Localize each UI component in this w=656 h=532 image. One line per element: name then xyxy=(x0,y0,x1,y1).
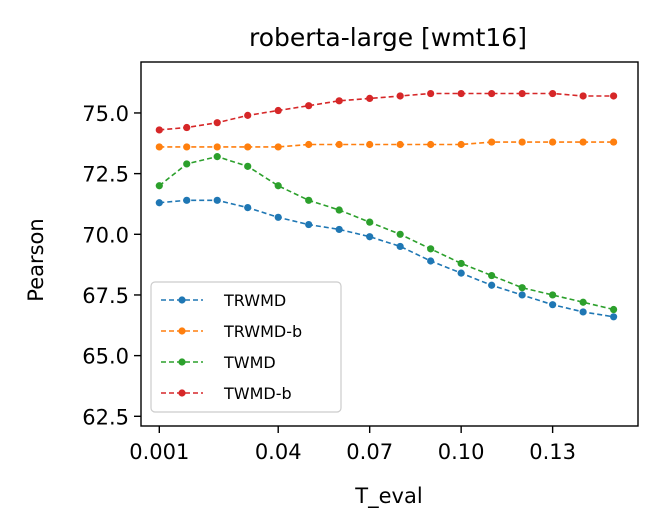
data-point-trwmd xyxy=(335,225,343,234)
data-point-twmd-b xyxy=(335,97,343,105)
data-point-twmd xyxy=(213,153,221,161)
legend: TRWMD TRWMD-b TWMD TWMD-b xyxy=(150,281,342,413)
data-point-trwmd xyxy=(366,233,374,241)
legend-label-trwmd-b: TRWMD-b xyxy=(223,322,302,341)
series-layer xyxy=(155,89,618,321)
data-point-twmd xyxy=(610,305,618,314)
y-axis: 62.5 65.0 67.5 70.0 72.5 75.0 xyxy=(82,102,141,429)
series-line-trwmd xyxy=(159,199,614,318)
data-point-trwmd-b xyxy=(549,138,557,146)
legend-label-twmd: TWMD xyxy=(223,353,276,372)
series-line-twmd xyxy=(158,155,614,311)
data-point-twmd xyxy=(274,182,282,190)
data-point-twmd-b xyxy=(549,89,557,98)
y-tick-label: 67.5 xyxy=(82,284,129,308)
data-point-twmd-b xyxy=(366,94,374,102)
data-point-twmd xyxy=(183,160,191,168)
y-tick-label: 72.5 xyxy=(82,163,129,187)
data-point-trwmd xyxy=(579,308,587,316)
x-axis: 0.001 0.04 0.07 0.10 0.13 xyxy=(129,426,576,464)
data-point-trwmd-b xyxy=(274,143,282,151)
y-axis-title: Pearson xyxy=(24,218,48,301)
data-point-twmd xyxy=(244,162,252,170)
data-point-twmd xyxy=(366,218,374,226)
series-line-trwmd-b xyxy=(159,141,614,148)
legend-box xyxy=(150,281,342,413)
data-point-trwmd xyxy=(488,281,496,289)
data-point-twmd-b xyxy=(396,92,404,100)
y-tick-label: 75.0 xyxy=(82,102,129,126)
data-point-twmd-b xyxy=(457,89,465,98)
data-point-trwmd-b xyxy=(396,140,404,149)
plot-frame xyxy=(140,61,639,427)
data-point-trwmd-b xyxy=(213,143,221,151)
data-point-trwmd xyxy=(213,196,221,204)
data-point-trwmd-b xyxy=(579,138,587,146)
legend-marker-trwmd xyxy=(178,296,186,304)
legend-label-twmd-b: TWMD-b xyxy=(223,384,292,403)
data-point-trwmd xyxy=(457,269,465,277)
data-point-twmd-b xyxy=(274,106,282,115)
x-tick-label: 0.001 xyxy=(129,440,189,464)
data-point-twmd xyxy=(305,196,313,204)
y-tick-label: 65.0 xyxy=(82,345,129,369)
x-axis-title: T_eval xyxy=(354,484,422,509)
data-point-trwmd-b xyxy=(244,143,252,151)
data-point-trwmd-b xyxy=(305,140,313,149)
data-point-trwmd-b xyxy=(427,140,435,149)
legend-marker-twmd xyxy=(178,358,186,366)
data-point-twmd xyxy=(155,182,163,190)
legend-marker-trwmd-b xyxy=(178,327,186,335)
y-tick-label: 70.0 xyxy=(82,223,129,247)
data-point-twmd-b xyxy=(305,102,313,110)
legend-marker-twmd-b xyxy=(178,389,186,397)
data-point-trwmd xyxy=(518,291,526,299)
data-point-twmd xyxy=(579,298,587,306)
data-point-trwmd xyxy=(244,204,252,212)
data-point-trwmd xyxy=(396,242,404,251)
data-point-twmd xyxy=(427,245,435,253)
data-point-trwmd xyxy=(427,257,435,265)
data-point-twmd-b xyxy=(579,92,587,100)
series-line-twmd-b xyxy=(159,92,614,131)
data-point-trwmd xyxy=(305,220,313,229)
legend-label-trwmd: TRWMD xyxy=(223,291,286,310)
data-point-trwmd-b xyxy=(366,140,374,149)
x-tick-label: 0.07 xyxy=(346,440,393,464)
chart-title: roberta-large [wmt16] xyxy=(249,23,527,52)
data-point-trwmd-b xyxy=(335,140,343,149)
y-tick-label: 62.5 xyxy=(82,405,129,429)
data-point-twmd xyxy=(518,284,526,292)
data-point-trwmd-b xyxy=(155,143,163,151)
x-tick-label: 0.10 xyxy=(438,440,485,464)
data-point-trwmd-b xyxy=(518,138,526,146)
data-point-trwmd xyxy=(183,196,191,204)
data-point-twmd-b xyxy=(427,89,435,98)
data-point-twmd-b xyxy=(213,119,221,127)
data-point-twmd-b xyxy=(610,92,618,100)
data-point-twmd-b xyxy=(155,126,163,134)
data-point-twmd xyxy=(488,271,496,280)
data-point-trwmd-b xyxy=(488,138,496,146)
data-point-twmd xyxy=(335,206,343,214)
data-point-trwmd xyxy=(155,199,163,207)
plot-area xyxy=(140,61,639,427)
x-tick-label: 0.04 xyxy=(255,440,302,464)
data-point-trwmd-b xyxy=(610,138,618,146)
data-point-twmd-b xyxy=(183,123,191,132)
data-point-twmd xyxy=(549,291,557,299)
data-point-trwmd-b xyxy=(183,143,191,151)
data-point-twmd-b xyxy=(518,89,526,98)
data-point-twmd xyxy=(396,230,404,238)
data-point-trwmd xyxy=(610,313,618,321)
data-point-trwmd xyxy=(549,301,557,309)
data-point-trwmd-b xyxy=(457,140,465,149)
data-point-trwmd xyxy=(274,213,282,221)
x-tick-label: 0.13 xyxy=(529,440,576,464)
data-point-twmd-b xyxy=(488,89,496,98)
data-point-twmd-b xyxy=(244,111,252,119)
data-point-twmd xyxy=(457,259,465,268)
